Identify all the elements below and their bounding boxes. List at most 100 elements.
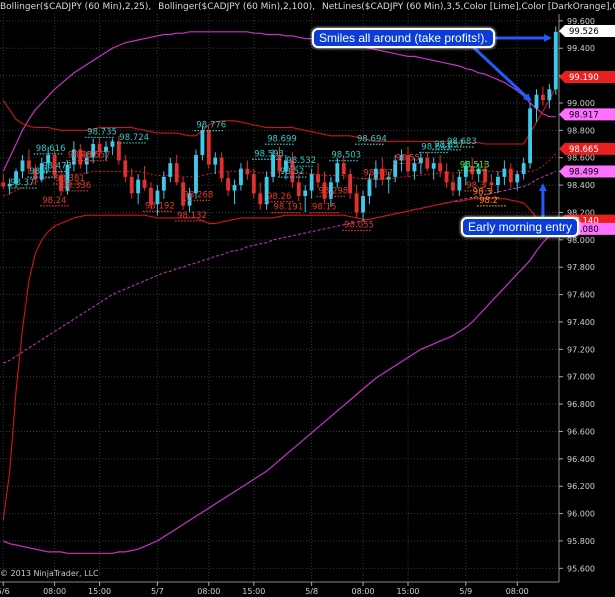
net-line-value: 98.37 [10,178,34,188]
candle [348,168,353,199]
candle-body [46,154,51,164]
net-line-value: 98.616 [36,144,66,154]
net-line-label: 98.336 [59,181,91,192]
indicator-header: Bollinger($CADJPY (60 Min),2,25), Bollin… [0,0,615,14]
price-tick-label: 98.400 [567,181,595,190]
candle [463,160,468,186]
candle-body [470,165,475,175]
net-line-label: 98.055 [342,221,374,232]
net-line-label: 98.192 [142,201,175,212]
net-line-value: 98.4 [29,167,48,177]
net-line-value: 98.15 [312,203,336,213]
candle-body [354,193,359,213]
candle-body [187,193,192,206]
price-marker: 98.665 [559,142,615,155]
net-line-value: 98.192 [145,201,175,211]
candle-body [534,94,539,109]
net-line-label: 98.724 [117,133,149,144]
candle [373,160,378,188]
candle [489,174,494,194]
candle [78,144,83,169]
net-line-value: 98.699 [267,134,297,144]
candle-body [277,154,282,172]
price-markers: 99.526 99.190 98.917 98.665 98.499 98.14098.0… [559,24,615,235]
candle [476,163,481,183]
candle-body [104,146,108,153]
net-line-value: 98.735 [87,127,117,137]
candle [283,154,288,180]
price-tick-label: 97.200 [567,345,595,354]
candle-body [393,160,398,177]
bollinger-100-bands [2,31,557,554]
copyright-text: © 2013 NinjaTrader, LLC [0,569,99,578]
net-line-value: 98.487 [363,169,393,179]
candle-body [406,154,410,172]
net-line-label: 98.735 [85,127,117,139]
net-line-value: 98.3 [466,181,485,191]
candle [528,102,533,169]
candle-body [258,193,263,205]
candle [194,149,198,199]
candle-body [181,182,186,206]
candle [547,83,552,109]
candle-body [129,176,134,194]
candle [399,149,404,172]
price-marker: 98.499 [559,165,615,178]
candle-body [226,178,231,191]
time-tick-label: 08:00 [43,587,66,596]
price-marker-tag [559,142,615,155]
time-tick-label: 15:00 [396,587,419,596]
candle [97,137,102,158]
net-line-value: 98.191 [274,203,304,213]
price-marker-value: 98.665 [569,145,599,155]
time-tick-label: 5/7 [151,587,164,596]
candle [142,165,147,191]
candle-body [328,182,333,199]
candle [393,154,398,183]
net-line-label: 98.694 [355,134,387,145]
bollinger-100-lower [2,228,557,554]
candle-body [245,168,250,175]
indicator-label-bollinger-25: Bollinger($CADJPY (60 Min),2,25), [0,2,152,12]
bollinger-25-lower [2,198,556,521]
price-marker-tag [559,24,615,37]
net-line-label: 98.487 [361,169,393,180]
candle-body [149,187,153,205]
net-line-value: 98.694 [357,134,387,144]
candle [438,154,443,177]
candle [129,168,134,199]
candle-body [194,154,198,194]
net-line-value: 98.776 [196,121,226,131]
candle-body [123,160,128,177]
price-tick-label: 96.400 [567,455,595,464]
net-line-value: 98.55 [396,153,420,163]
candle [71,141,76,172]
candle-body [335,163,340,183]
candle-body [271,154,276,177]
net-line-value: 98.52 [280,167,304,177]
candle-body [161,176,166,191]
net-line-label: 98.557 [78,151,110,162]
net-line-value: 98.593 [254,149,284,159]
candle-body [541,94,545,101]
candle [451,174,455,197]
candle-body [476,168,481,175]
time-axis[interactable]: 5/6 08:00 15:00 5/7 08:00 15:00 5/8 08:00 15:00 5… [0,581,559,596]
candle-body [14,171,18,184]
price-tick-label: 97.400 [567,318,595,327]
candle-body [367,179,372,197]
candle-body [232,185,237,191]
candle [206,127,211,169]
price-marker-tag [559,165,615,178]
net-line-label: 98.513 [457,160,490,171]
candle [245,160,250,180]
price-tick-label: 98.800 [567,126,595,135]
net-line-value: 98.132 [177,211,207,221]
candle-body [483,168,488,183]
candle-body [341,163,346,175]
price-tick-label: 99.400 [567,44,595,53]
candle [116,135,121,165]
candle [84,152,89,175]
